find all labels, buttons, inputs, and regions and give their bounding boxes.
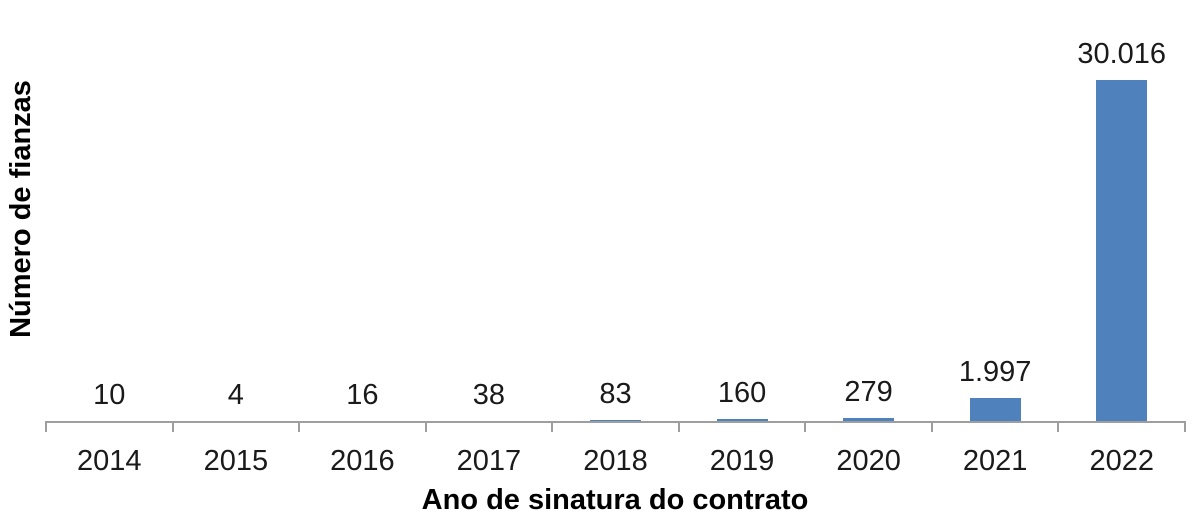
x-tick-label: 2018 [583,445,648,477]
x-tick-mark [298,421,301,432]
x-tick-mark [677,421,680,432]
bar-value-label: 38 [472,378,506,411]
x-tick-label: 2021 [962,445,1028,477]
bar [969,398,1021,421]
bar-value-label: 16 [346,378,379,411]
bar [1096,80,1148,421]
y-axis-title: Número de fianzas [5,80,37,338]
x-tick-mark [45,421,47,432]
x-tick-label: 2017 [456,445,522,477]
bar [843,417,895,421]
x-tick-mark [171,421,174,432]
x-tick-mark [804,421,807,432]
x-tick-label: 2016 [330,445,395,477]
x-tick-label: 2022 [1089,445,1154,477]
x-tick-label: 2020 [836,445,901,477]
bar-value-label: 160 [717,377,767,410]
x-tick-mark [1184,421,1186,432]
x-tick-mark [1057,421,1060,432]
x-axis-title: Ano de sinatura do contrato [421,484,809,516]
bar-value-label: 4 [227,378,244,411]
bar-value-label: 1.997 [958,356,1032,389]
x-tick-label: 2019 [709,445,775,477]
bar-value-label: 30.016 [1077,38,1167,70]
bar [716,419,768,421]
bar-value-label: 10 [93,378,126,411]
x-tick-mark [930,421,933,432]
x-axis-line [45,421,1186,423]
bar [590,420,641,421]
bar-value-label: 83 [599,378,632,411]
bar-value-label: 279 [844,375,893,408]
x-tick-mark [551,421,554,432]
x-tick-label: 2014 [77,445,142,477]
x-tick-mark [424,421,427,432]
x-tick-label: 2015 [203,445,269,477]
